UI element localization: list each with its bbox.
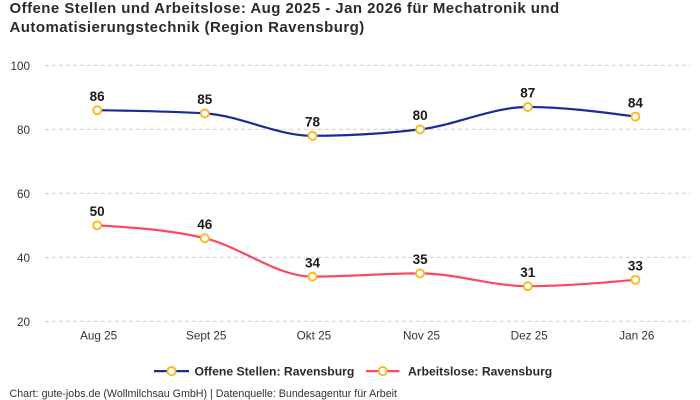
svg-text:Offene Stellen: Ravensburg: Offene Stellen: Ravensburg: [195, 365, 355, 379]
svg-text:100: 100: [10, 60, 30, 73]
svg-text:Dez 25: Dez 25: [511, 330, 549, 343]
svg-text:86: 86: [90, 89, 106, 104]
svg-text:87: 87: [520, 86, 535, 101]
svg-text:20: 20: [17, 316, 31, 329]
svg-text:33: 33: [628, 259, 644, 274]
svg-text:31: 31: [520, 265, 536, 280]
svg-text:40: 40: [17, 252, 31, 265]
svg-text:Arbeitslose: Ravensburg: Arbeitslose: Ravensburg: [408, 365, 552, 379]
svg-text:34: 34: [305, 255, 321, 270]
svg-text:46: 46: [197, 217, 213, 232]
svg-text:80: 80: [413, 108, 428, 123]
svg-text:50: 50: [90, 204, 105, 219]
svg-text:Jan 26: Jan 26: [619, 330, 654, 343]
svg-text:84: 84: [628, 95, 644, 110]
svg-text:Okt 25: Okt 25: [297, 330, 332, 343]
svg-text:Aug 25: Aug 25: [80, 330, 118, 343]
svg-text:Nov 25: Nov 25: [403, 330, 441, 343]
svg-text:35: 35: [413, 252, 429, 267]
svg-text:80: 80: [17, 124, 31, 137]
svg-text:Sept 25: Sept 25: [186, 330, 227, 343]
svg-text:85: 85: [197, 92, 213, 107]
svg-text:60: 60: [17, 188, 31, 201]
svg-text:78: 78: [305, 115, 321, 130]
